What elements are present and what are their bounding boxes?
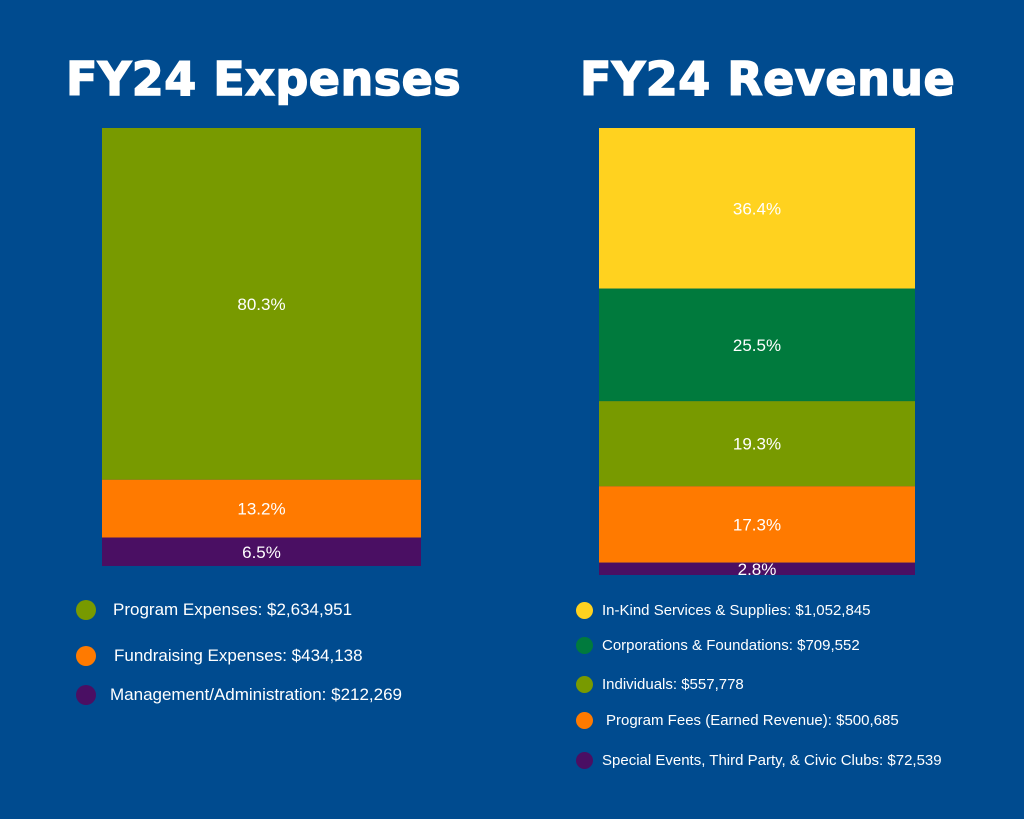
- legend-label: In-Kind Services & Supplies: $1,052,845: [602, 602, 871, 619]
- legend-dot-icon: [76, 646, 96, 666]
- bar-segment-management-administration: [102, 537, 421, 566]
- legend-dot-icon: [576, 637, 593, 654]
- bar-segment-fundraising-expenses: [102, 479, 421, 538]
- legend-dot-icon: [76, 685, 96, 705]
- legend-item-program-expenses: Program Expenses: $2,634,951: [76, 600, 352, 620]
- data-label-in-kind-services-and-supplies: 36.4%: [733, 199, 781, 218]
- data-label-program-fees-earned-revenue: 17.3%: [733, 515, 781, 534]
- legend-item-fundraising-expenses: Fundraising Expenses: $434,138: [76, 646, 363, 666]
- legend-label: Corporations & Foundations: $709,552: [602, 637, 860, 654]
- data-label-fundraising-expenses: 13.2%: [237, 500, 285, 519]
- bar-segment-program-fees-earned-revenue: [599, 486, 915, 563]
- legend-label: Individuals: $557,778: [602, 676, 744, 693]
- data-label-special-events-third-party-and-civic-clubs: 2.8%: [738, 560, 777, 579]
- legend-label: Program Expenses: $2,634,951: [113, 600, 353, 619]
- bar-segment-corporations-and-foundations: [599, 288, 915, 402]
- expenses-chart-title: FY24 Expenses: [65, 51, 462, 107]
- legend-label: Program Fees (Earned Revenue): $500,685: [606, 712, 899, 729]
- legend-item-management-administration: Management/Administration: $212,269: [76, 685, 402, 705]
- legend-item-in-kind: In-Kind Services & Supplies: $1,052,845: [576, 602, 871, 619]
- expenses-panel: FY24 Expenses 80.3% 13.2% 6.5%: [65, 51, 462, 566]
- legend-item-program-fees: Program Fees (Earned Revenue): $500,685: [576, 712, 899, 729]
- bar-segment-special-events-third-party-and-civic-clubs: [599, 562, 915, 575]
- legend-item-corporations-foundations: Corporations & Foundations: $709,552: [576, 637, 860, 654]
- data-label-management-administration: 6.5%: [242, 543, 281, 562]
- bar-segment-in-kind-services-and-supplies: [599, 128, 915, 289]
- legend-label: Special Events, Third Party, & Civic Clu…: [602, 752, 942, 769]
- bar-segment-program-expenses: [102, 128, 421, 480]
- expenses-stacked-bar: 80.3% 13.2% 6.5%: [102, 128, 421, 566]
- legend-dot-icon: [76, 600, 96, 620]
- data-label-individuals: 19.3%: [733, 435, 781, 454]
- legend-dot-icon: [576, 752, 593, 769]
- legend-dot-icon: [576, 602, 593, 619]
- legend-label: Fundraising Expenses: $434,138: [114, 646, 363, 665]
- bar-segment-individuals: [599, 401, 915, 487]
- data-label-corporations-and-foundations: 25.5%: [733, 336, 781, 355]
- revenue-stacked-bar: 36.4% 25.5% 19.3% 17.3% 2.8%: [599, 128, 915, 579]
- legend-label: Management/Administration: $212,269: [110, 685, 403, 704]
- legend-item-special-events: Special Events, Third Party, & Civic Clu…: [576, 752, 942, 769]
- legend-dot-icon: [576, 676, 593, 693]
- legend-item-individuals: Individuals: $557,778: [576, 676, 744, 693]
- legend-dot-icon: [576, 712, 593, 729]
- revenue-panel: FY24 Revenue 36.4% 25.5% 19.3% 17.3% 2.8%: [512, 0, 1024, 819]
- revenue-chart-title: FY24 Revenue: [579, 51, 956, 107]
- data-label-program-expenses: 80.3%: [237, 295, 285, 314]
